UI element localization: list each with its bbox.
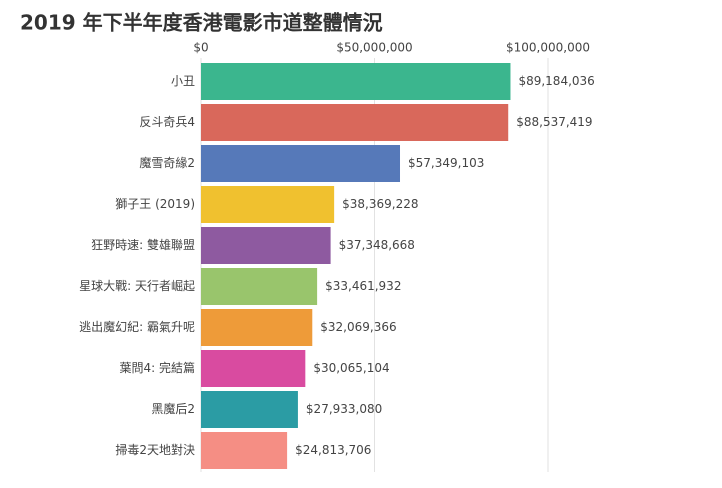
- value-label: $27,933,080: [306, 402, 382, 416]
- value-label: $37,348,668: [339, 238, 415, 252]
- value-label: $38,369,228: [342, 197, 418, 211]
- value-label: $32,069,366: [320, 320, 396, 334]
- bar: [201, 186, 335, 223]
- category-label: 小丑: [171, 74, 195, 88]
- value-label: $30,065,104: [313, 361, 389, 375]
- category-label: 葉問4: 完結篇: [120, 360, 196, 375]
- category-label: 掃毒2天地對決: [115, 442, 195, 457]
- bar: [201, 104, 509, 141]
- category-label: 獅子王 (2019): [115, 197, 195, 211]
- bar: [201, 391, 298, 428]
- chart-title: 2019 年下半年度香港電影市道整體情況: [20, 11, 383, 35]
- value-label: $89,184,036: [518, 74, 594, 88]
- x-tick-label: $0: [193, 41, 208, 55]
- bar: [201, 350, 306, 387]
- value-label: $24,813,706: [295, 443, 371, 457]
- bar: [201, 432, 288, 469]
- value-label: $57,349,103: [408, 156, 484, 170]
- category-label: 狂野時速: 雙雄聯盟: [91, 237, 195, 252]
- bar: [201, 63, 511, 100]
- category-label: 黑魔后2: [151, 401, 195, 416]
- category-label: 星球大戰: 天行者崛起: [79, 278, 195, 293]
- category-label: 逃出魔幻紀: 霸氣升呢: [79, 319, 195, 334]
- bar: [201, 268, 318, 305]
- bar: [201, 309, 313, 346]
- value-label: $88,537,419: [516, 115, 592, 129]
- x-tick-label: $100,000,000: [506, 41, 590, 55]
- x-tick-label: $50,000,000: [336, 41, 412, 55]
- bar: [201, 227, 331, 264]
- category-label: 魔雪奇緣2: [139, 155, 195, 170]
- category-label: 反斗奇兵4: [139, 115, 195, 129]
- value-label: $33,461,932: [325, 279, 401, 293]
- bar: [201, 145, 401, 182]
